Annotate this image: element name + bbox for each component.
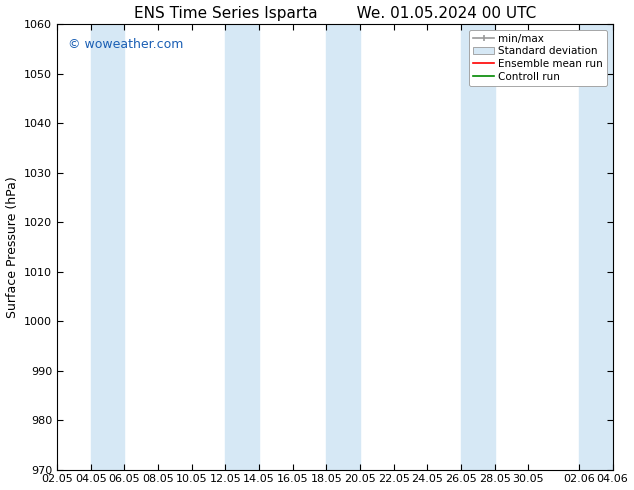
- Legend: min/max, Standard deviation, Ensemble mean run, Controll run: min/max, Standard deviation, Ensemble me…: [469, 30, 607, 86]
- Y-axis label: Surface Pressure (hPa): Surface Pressure (hPa): [6, 176, 18, 318]
- Bar: [226, 24, 259, 469]
- Title: ENS Time Series Isparta        We. 01.05.2024 00 UTC: ENS Time Series Isparta We. 01.05.2024 0…: [134, 5, 536, 21]
- Text: © woweather.com: © woweather.com: [68, 38, 184, 51]
- Bar: [461, 24, 495, 469]
- Bar: [327, 24, 360, 469]
- Bar: [579, 24, 612, 469]
- Bar: [91, 24, 124, 469]
